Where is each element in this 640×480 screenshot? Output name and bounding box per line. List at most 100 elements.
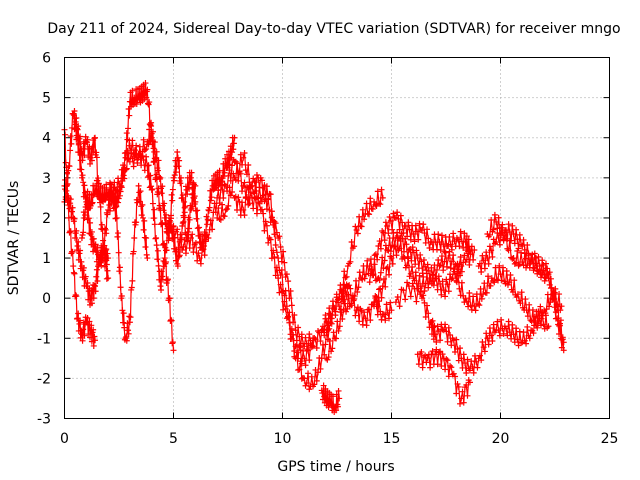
- data-point: [551, 289, 558, 296]
- data-point: [374, 188, 381, 195]
- series-track-10: [231, 171, 317, 354]
- data-point: [474, 364, 481, 371]
- data-point: [556, 291, 563, 298]
- data-point: [70, 269, 77, 276]
- data-point: [190, 179, 197, 186]
- data-point: [69, 248, 76, 255]
- data-point: [104, 250, 111, 257]
- data-point: [458, 395, 465, 402]
- data-point: [524, 323, 531, 330]
- data-point: [487, 282, 494, 289]
- data-point: [526, 335, 533, 342]
- data-point: [143, 153, 150, 160]
- data-point: [272, 242, 279, 249]
- data-point: [544, 265, 551, 272]
- data-point: [184, 191, 191, 198]
- data-point: [412, 222, 419, 229]
- data-point: [73, 125, 80, 132]
- data-point: [82, 212, 89, 219]
- data-point: [319, 390, 326, 397]
- data-point: [452, 349, 459, 356]
- data-point: [120, 310, 127, 317]
- data-point: [236, 168, 243, 175]
- data-point: [101, 258, 108, 265]
- data-point: [485, 273, 492, 280]
- data-point: [186, 216, 193, 223]
- data-point: [160, 207, 167, 214]
- data-point: [412, 269, 419, 276]
- data-point: [404, 253, 411, 260]
- data-point: [97, 203, 104, 210]
- data-point: [156, 176, 163, 183]
- data-point: [496, 241, 503, 248]
- data-point: [477, 285, 484, 292]
- data-point: [234, 207, 241, 214]
- data-point: [469, 363, 476, 370]
- data-point: [179, 194, 186, 201]
- data-point: [539, 271, 546, 278]
- data-point: [222, 155, 229, 162]
- data-point: [441, 248, 448, 255]
- data-point: [170, 347, 177, 354]
- data-point: [435, 349, 442, 356]
- data-point: [460, 399, 467, 406]
- data-point: [488, 332, 495, 339]
- data-point: [509, 321, 516, 328]
- data-point: [424, 226, 431, 233]
- data-point: [123, 337, 130, 344]
- data-point: [436, 239, 443, 246]
- data-point: [495, 214, 502, 221]
- data-point: [327, 311, 334, 318]
- data-point: [229, 162, 236, 169]
- data-point: [103, 261, 110, 268]
- x-axis-label: GPS time / hours: [277, 459, 394, 475]
- data-point: [452, 373, 459, 380]
- data-point: [77, 157, 84, 164]
- data-point: [273, 249, 280, 256]
- data-point: [297, 344, 304, 351]
- data-point: [437, 337, 444, 344]
- data-point: [194, 225, 201, 232]
- data-point: [308, 344, 315, 351]
- data-point: [184, 228, 191, 235]
- data-point: [302, 334, 309, 341]
- data-point: [159, 183, 166, 190]
- data-point: [177, 174, 184, 181]
- data-point: [499, 221, 506, 228]
- data-point: [471, 303, 478, 310]
- data-point: [88, 322, 95, 329]
- data-point: [190, 249, 197, 256]
- data-point: [438, 362, 445, 369]
- data-point: [137, 188, 144, 195]
- data-point: [115, 249, 122, 256]
- data-point: [97, 259, 104, 266]
- data-point: [295, 324, 302, 331]
- data-point: [187, 235, 194, 241]
- data-point: [448, 364, 455, 371]
- data-point: [154, 256, 161, 263]
- data-point: [519, 243, 526, 250]
- data-point: [333, 407, 340, 414]
- data-point: [444, 357, 451, 364]
- data-point: [247, 183, 254, 190]
- data-point: [393, 252, 400, 259]
- data-point: [180, 218, 187, 225]
- data-point: [104, 211, 111, 218]
- data-point: [396, 303, 403, 310]
- data-point: [358, 223, 365, 230]
- data-point: [322, 341, 329, 348]
- data-point: [188, 169, 195, 176]
- data-point: [239, 188, 246, 195]
- data-point: [90, 295, 97, 302]
- data-point: [442, 321, 449, 328]
- data-point: [493, 276, 500, 283]
- data-point: [303, 379, 310, 386]
- data-point: [130, 163, 137, 170]
- data-point: [71, 215, 78, 222]
- data-point: [277, 244, 284, 251]
- data-point: [239, 161, 246, 168]
- data-point: [449, 275, 456, 282]
- data-point: [229, 188, 236, 195]
- data-point: [489, 337, 496, 344]
- data-point: [92, 288, 99, 295]
